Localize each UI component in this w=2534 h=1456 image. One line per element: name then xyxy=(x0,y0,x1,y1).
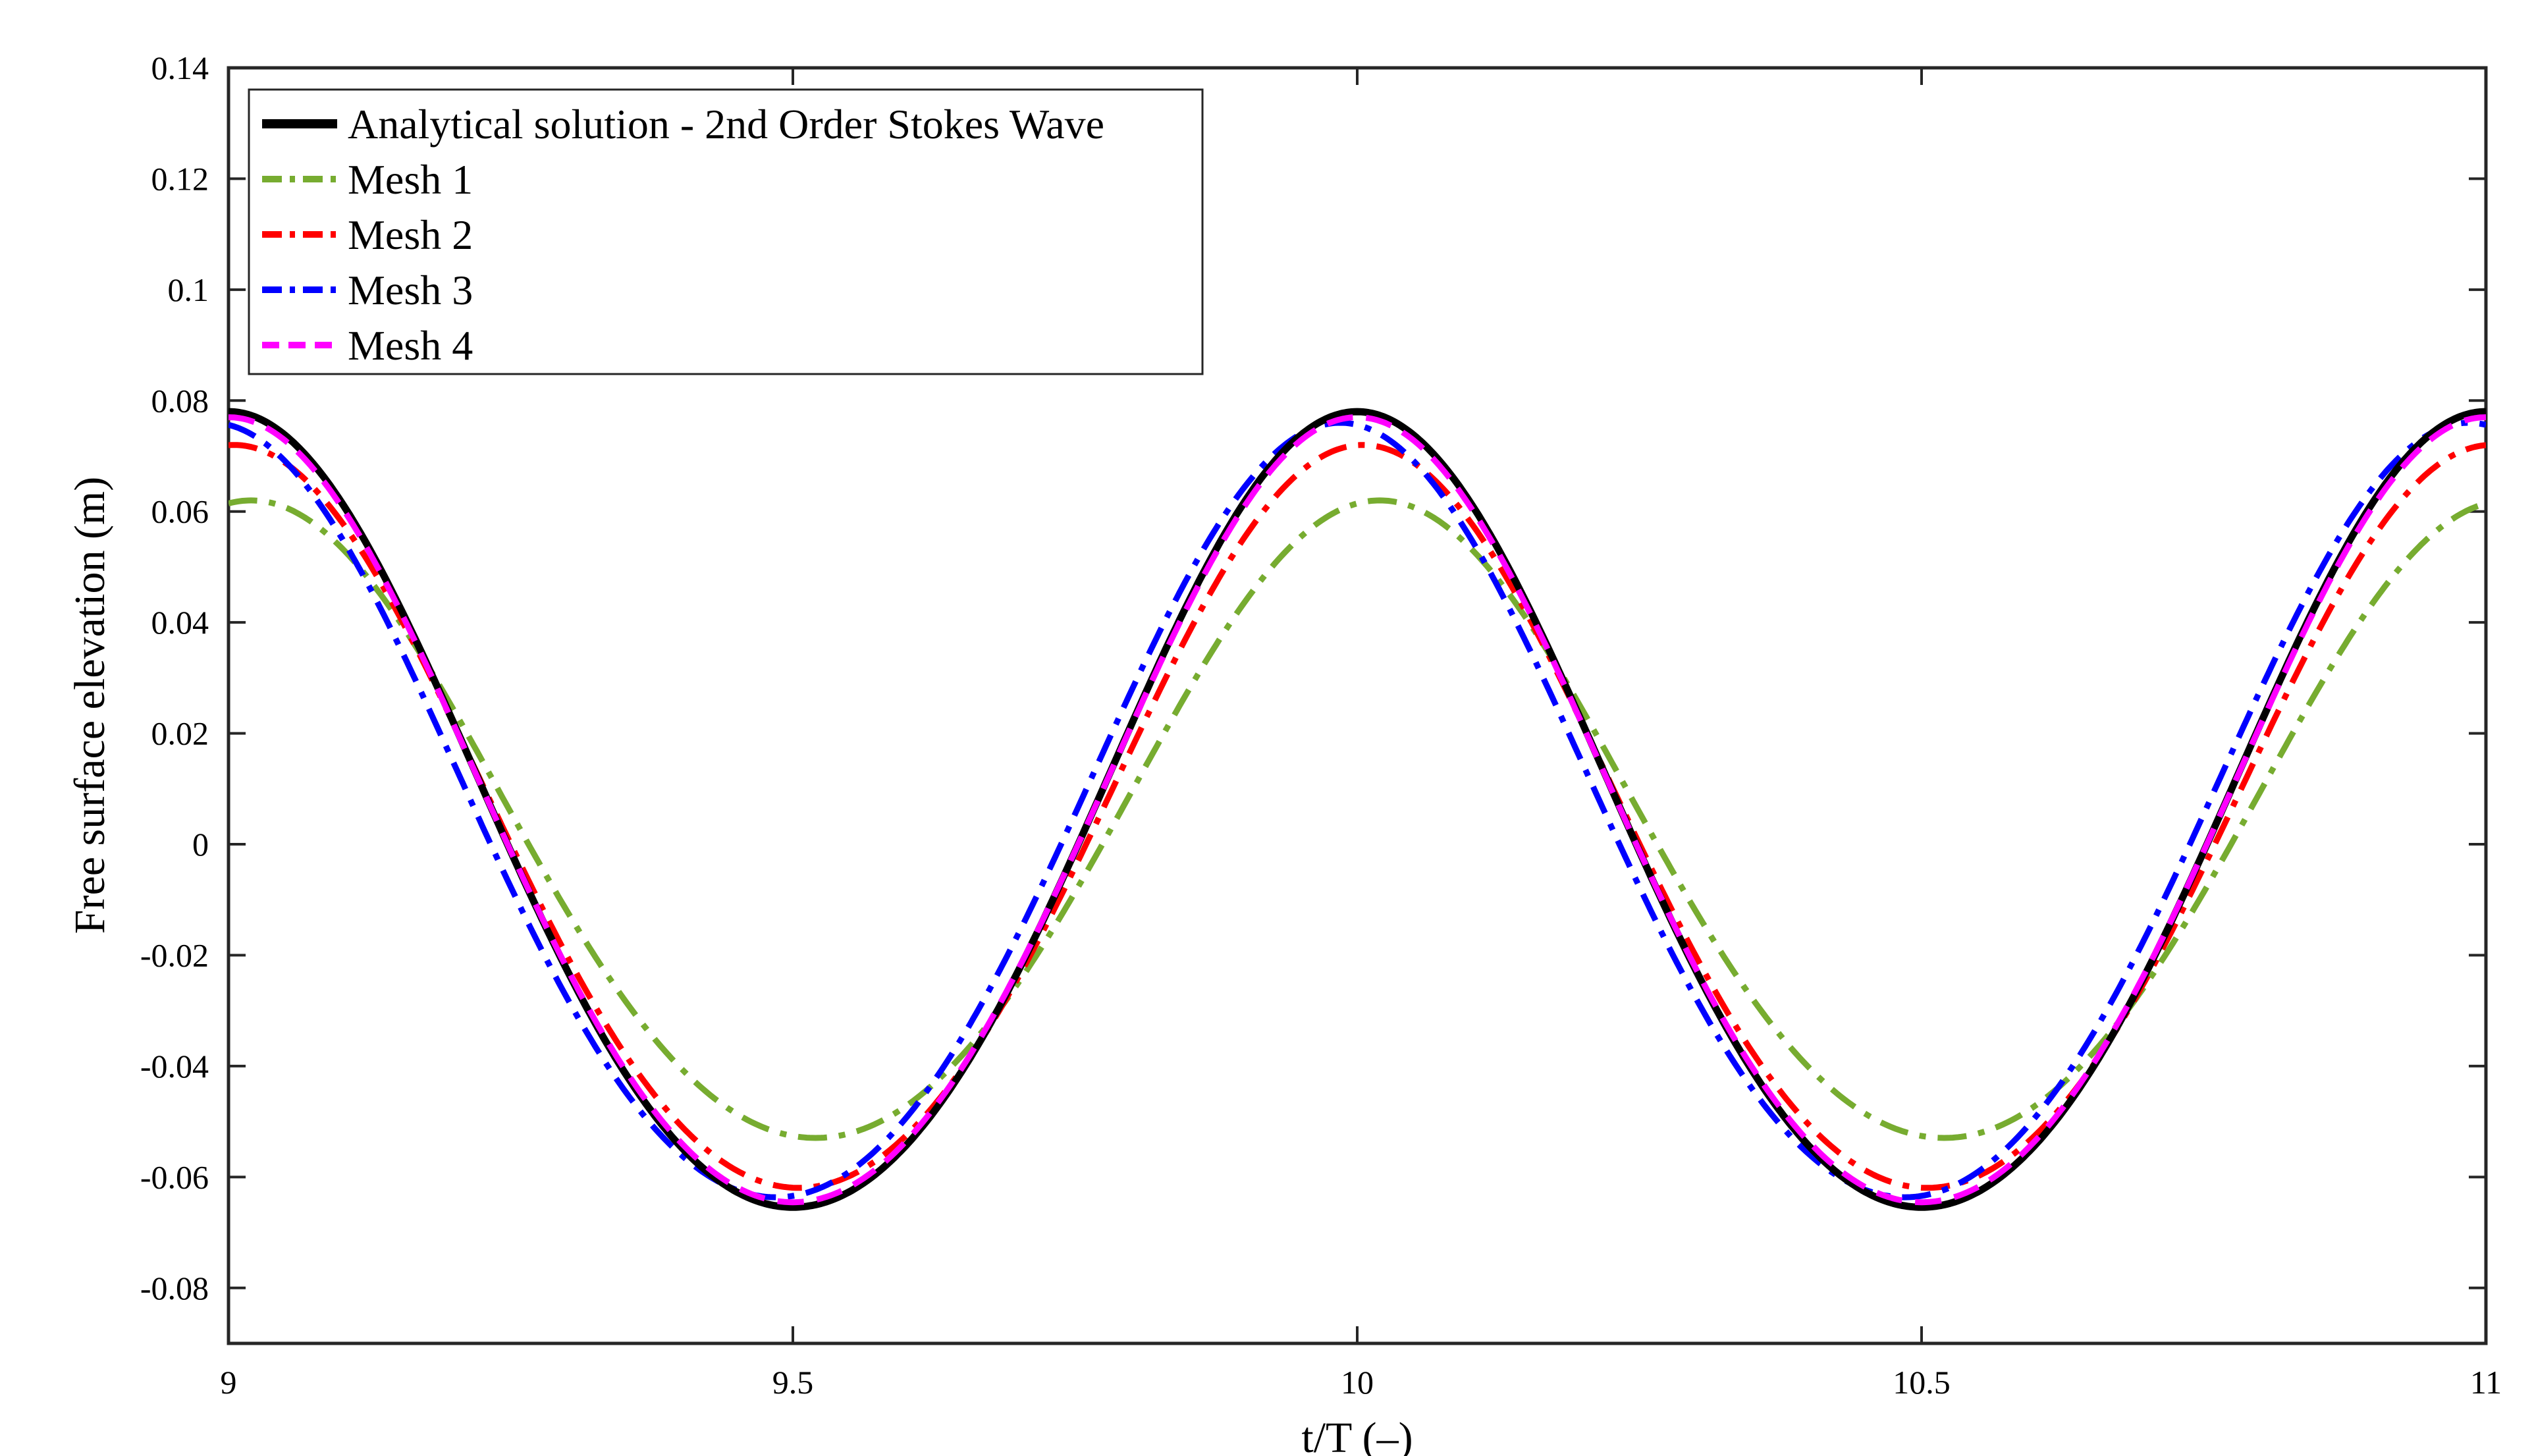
x-tick-label: 9 xyxy=(221,1364,237,1401)
series-layer xyxy=(229,408,2486,1211)
y-axis-label: Free surface elevation (m) xyxy=(66,477,114,934)
series-line-analytical xyxy=(229,408,2486,1211)
y-tick-label: 0.14 xyxy=(151,49,209,86)
y-tick-label: -0.02 xyxy=(140,936,209,973)
y-tick-label: 0.06 xyxy=(151,493,209,530)
y-tick-label: -0.06 xyxy=(140,1158,209,1195)
y-tick-label: 0.02 xyxy=(151,715,209,752)
y-tick-label: 0.12 xyxy=(151,160,209,197)
legend-label: Analytical solution - 2nd Order Stokes W… xyxy=(348,101,1104,148)
x-tick-label: 10 xyxy=(1341,1364,1374,1401)
legend-label: Mesh 1 xyxy=(348,156,473,203)
y-tick-label: -0.08 xyxy=(140,1270,209,1307)
x-axis: 9 9.5 10 10.5 11 xyxy=(221,68,2502,1401)
x-tick-label: 9.5 xyxy=(772,1364,814,1401)
y-axis: -0.08 -0.06 -0.04 -0.02 0 0.02 0.04 0.06 0.08 0.1… xyxy=(140,49,2486,1307)
legend-box xyxy=(248,88,1204,375)
legend: Analytical solution - 2nd Order Stokes W… xyxy=(248,88,1204,375)
x-axis-label: t/T (–) xyxy=(1301,1414,1413,1456)
y-tick-label: -0.04 xyxy=(140,1048,209,1085)
y-tick-label: 0 xyxy=(192,826,209,863)
x-tick-label: 11 xyxy=(2470,1364,2502,1401)
x-tick-label: 10.5 xyxy=(1893,1364,1951,1401)
y-tick-label: 0.1 xyxy=(168,271,209,308)
y-tick-label: 0.04 xyxy=(151,604,209,641)
legend-label: Mesh 3 xyxy=(348,267,473,313)
legend-label: Mesh 4 xyxy=(348,322,473,369)
legend-label: Mesh 2 xyxy=(348,211,473,258)
y-tick-label: 0.08 xyxy=(151,382,209,419)
